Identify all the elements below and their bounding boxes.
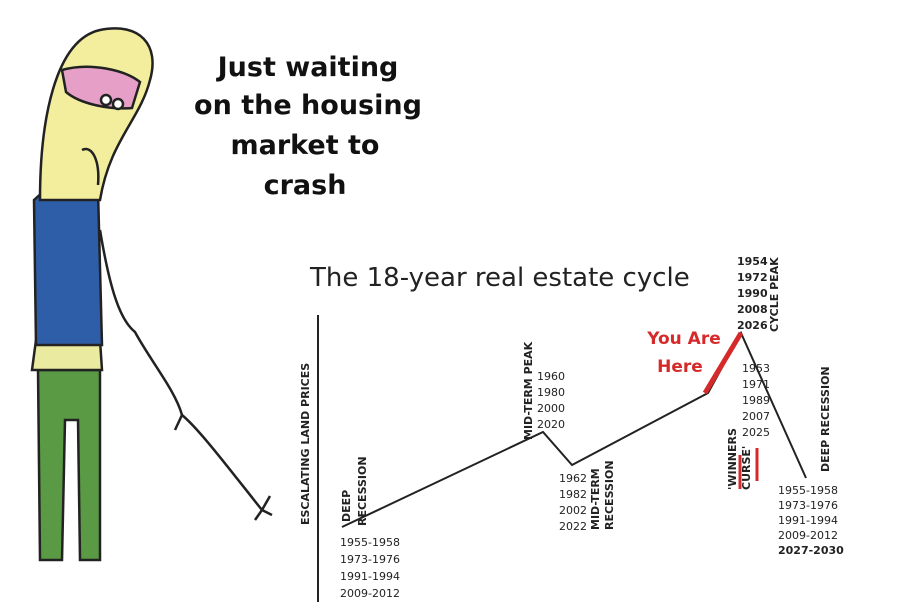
year-label: 2026 xyxy=(737,319,768,332)
year-label: 1971 xyxy=(742,378,770,391)
year-label: 2007 xyxy=(742,410,770,423)
caption-line: on the housing xyxy=(194,90,422,121)
phase-label: MID-TERM xyxy=(589,468,602,530)
phase-label: CURSE' xyxy=(740,446,753,490)
year-label: 2022 xyxy=(559,520,587,533)
year-label: 1953 xyxy=(742,362,770,375)
year-label: 2009-2012 xyxy=(340,587,400,600)
phase-label: 'WINNERS xyxy=(726,428,739,490)
phase-label: CYCLE PEAK xyxy=(768,257,781,332)
caption-line: crash xyxy=(264,170,347,201)
you-are-here-highlight xyxy=(702,331,744,395)
year-label: 2025 xyxy=(742,426,770,439)
year-label: 2002 xyxy=(559,504,587,517)
year-label: 1962 xyxy=(559,472,587,485)
phase-label: RECESSION xyxy=(356,456,369,526)
you-are-here: Here xyxy=(657,357,703,377)
stick-figure xyxy=(30,27,273,562)
phase-label: DEEP RECESSION xyxy=(819,366,832,472)
phase-label: RECESSION xyxy=(603,460,616,530)
phase-label: MID-TERM PEAK xyxy=(522,341,535,440)
year-label: 1990 xyxy=(737,287,768,300)
year-label: 1991-1994 xyxy=(340,570,400,583)
year-label: 1955-1958 xyxy=(778,484,838,497)
phase-label: DEEP xyxy=(340,490,353,522)
year-label: 1980 xyxy=(537,386,565,399)
year-label: 1972 xyxy=(737,271,768,284)
year-label: 2000 xyxy=(537,402,565,415)
year-label: 2020 xyxy=(537,418,565,431)
cycle-line xyxy=(341,330,807,528)
year-label: 1982 xyxy=(559,488,587,501)
diagram-title: The 18-year real estate cycle xyxy=(309,263,690,293)
year-label: 1989 xyxy=(742,394,770,407)
caption-line: market to xyxy=(231,130,380,161)
year-label: 1973-1976 xyxy=(778,499,838,512)
year-label: 1960 xyxy=(537,370,565,383)
cycle-diagram: The 18-year real estate cycle ESCALATING… xyxy=(299,257,832,602)
year-label: 1991-1994 xyxy=(778,514,838,527)
year-label: 1955-1958 xyxy=(340,536,400,549)
caption: Just waiting on the housing market to cr… xyxy=(194,52,422,201)
year-label: 2009-2012 xyxy=(778,529,838,542)
year-label: 1954 xyxy=(737,255,768,268)
you-are-here: You Are xyxy=(646,329,721,349)
year-label: 1973-1976 xyxy=(340,553,400,566)
axis-label: ESCALATING LAND PRICES xyxy=(299,363,312,525)
year-label: 2008 xyxy=(737,303,768,316)
year-label: 2027-2030 xyxy=(778,544,844,557)
caption-line: Just waiting xyxy=(216,52,399,83)
